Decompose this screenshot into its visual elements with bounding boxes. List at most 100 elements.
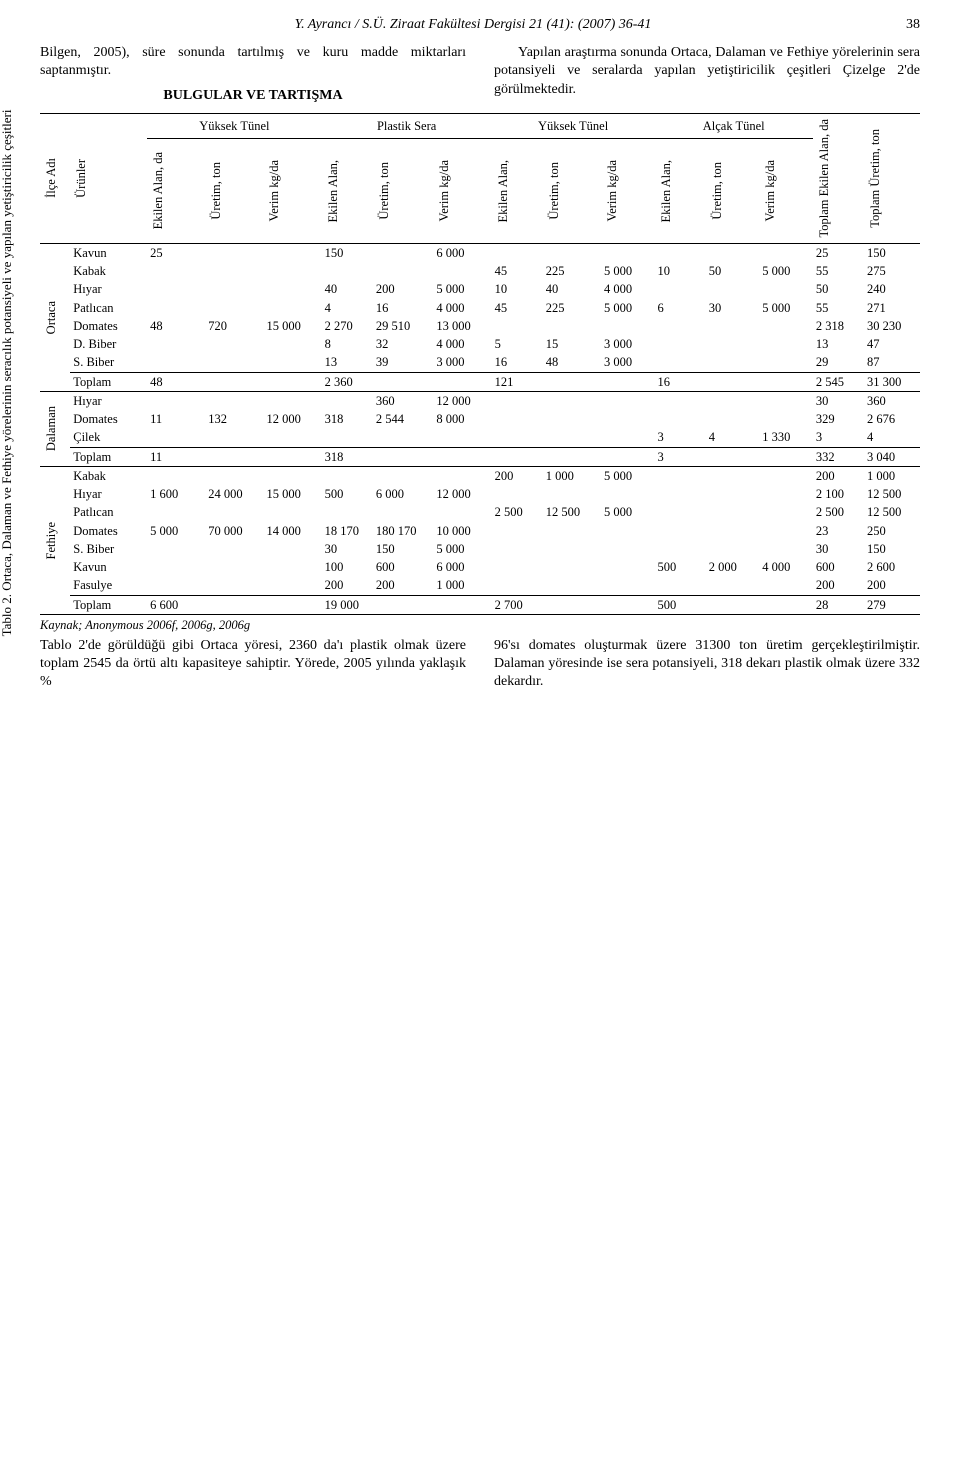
data-cell: S. Biber xyxy=(70,540,147,558)
data-cell: 279 xyxy=(864,595,920,614)
data-cell xyxy=(147,280,205,298)
page-number: 38 xyxy=(906,16,920,34)
data-cell: 23 xyxy=(813,522,864,540)
data-cell xyxy=(492,558,543,576)
data-cell xyxy=(759,503,813,521)
data-cell xyxy=(706,466,760,485)
data-cell: 18 170 xyxy=(322,522,373,540)
data-cell: 2 360 xyxy=(322,372,373,391)
table-row: Hıyar402005 00010404 00050240 xyxy=(40,280,920,298)
data-cell xyxy=(601,522,655,540)
table-row: Toplam482 360121162 54531 300 xyxy=(40,372,920,391)
data-cell xyxy=(601,243,655,262)
data-cell: 40 xyxy=(543,280,601,298)
data-cell xyxy=(263,447,321,466)
data-cell: 275 xyxy=(864,262,920,280)
table-row: Hıyar1 60024 00015 0005006 00012 0002 10… xyxy=(40,485,920,503)
data-cell: 30 xyxy=(813,540,864,558)
intro-subhead: BULGULAR VE TARTIŞMA xyxy=(40,87,466,105)
data-cell: 6 000 xyxy=(433,558,491,576)
intro-right-text: Yapılan araştırma sonunda Ortaca, Dalama… xyxy=(494,44,920,99)
data-cell xyxy=(706,595,760,614)
col-ilce: İlçe Adı xyxy=(40,113,70,243)
data-cell: 180 170 xyxy=(373,522,434,540)
table-row: Kabak452255 00010505 00055275 xyxy=(40,262,920,280)
data-cell xyxy=(601,410,655,428)
data-cell xyxy=(655,576,706,595)
data-cell: 50 xyxy=(706,262,760,280)
data-cell: 10 000 xyxy=(433,522,491,540)
data-cell: 2 000 xyxy=(706,558,760,576)
data-cell: 5 000 xyxy=(601,299,655,317)
data-cell: 150 xyxy=(864,243,920,262)
data-cell xyxy=(433,595,491,614)
table-row: DalamanHıyar36012 00030360 xyxy=(40,391,920,410)
data-cell xyxy=(263,280,321,298)
table-row: Fasulye2002001 000200200 xyxy=(40,576,920,595)
data-cell xyxy=(205,280,263,298)
data-cell xyxy=(373,372,434,391)
data-cell: 121 xyxy=(492,372,543,391)
data-cell: 150 xyxy=(322,243,373,262)
data-cell: 6 000 xyxy=(433,243,491,262)
data-cell: 3 000 xyxy=(601,335,655,353)
group-4: Alçak Tünel xyxy=(655,113,813,138)
data-cell xyxy=(492,576,543,595)
data-cell: 50 xyxy=(813,280,864,298)
data-cell: 4 000 xyxy=(759,558,813,576)
table-side-caption: Tablo 2. Ortaca, Dalaman ve Fethiye yöre… xyxy=(0,109,16,636)
table-row: Toplam1131833323 040 xyxy=(40,447,920,466)
data-cell xyxy=(706,391,760,410)
table-row: Domates1113212 0003182 5448 0003292 676 xyxy=(40,410,920,428)
data-cell xyxy=(759,522,813,540)
data-cell xyxy=(205,262,263,280)
data-cell: 48 xyxy=(543,353,601,372)
data-cell xyxy=(492,428,543,447)
data-cell: 15 xyxy=(543,335,601,353)
data-cell: 25 xyxy=(147,243,205,262)
data-cell xyxy=(373,243,434,262)
data-cell xyxy=(147,503,205,521)
bottom-left: Tablo 2'de görüldüğü gibi Ortaca yöresi,… xyxy=(40,637,466,692)
data-cell: S. Biber xyxy=(70,353,147,372)
data-cell: 24 000 xyxy=(205,485,263,503)
data-cell: 200 xyxy=(322,576,373,595)
data-cell: 5 xyxy=(492,335,543,353)
data-cell xyxy=(759,317,813,335)
intro-left: Bilgen, 2005), süre sonunda tartılmış ve… xyxy=(40,44,466,105)
data-cell xyxy=(655,466,706,485)
data-cell: 29 xyxy=(813,353,864,372)
data-cell: 1 000 xyxy=(543,466,601,485)
table-row: Çilek341 33034 xyxy=(40,428,920,447)
data-cell xyxy=(543,595,601,614)
data-cell: 12 500 xyxy=(543,503,601,521)
data-cell: 13 xyxy=(813,335,864,353)
data-cell: 87 xyxy=(864,353,920,372)
table-wrap: Tablo 2. Ortaca, Dalaman ve Fethiye yöre… xyxy=(40,113,920,633)
data-cell: 150 xyxy=(864,540,920,558)
data-cell: 5 000 xyxy=(147,522,205,540)
data-cell xyxy=(706,243,760,262)
data-cell xyxy=(759,243,813,262)
data-cell xyxy=(263,262,321,280)
data-cell: Patlıcan xyxy=(70,299,147,317)
data-cell: 2 500 xyxy=(813,503,864,521)
data-cell xyxy=(263,503,321,521)
h-c-vr: Verim kg/da xyxy=(601,138,655,243)
data-cell: 30 xyxy=(706,299,760,317)
data-cell: 40 xyxy=(322,280,373,298)
data-cell: 2 700 xyxy=(492,595,543,614)
table-row: S. Biber301505 00030150 xyxy=(40,540,920,558)
data-cell: Kavun xyxy=(70,243,147,262)
table-body: OrtacaKavun251506 00025150Kabak452255 00… xyxy=(40,243,920,614)
data-cell xyxy=(263,428,321,447)
data-cell: Çilek xyxy=(70,428,147,447)
data-cell xyxy=(433,447,491,466)
data-cell xyxy=(655,335,706,353)
data-cell xyxy=(543,558,601,576)
intro-right: Yapılan araştırma sonunda Ortaca, Dalama… xyxy=(494,44,920,105)
h-d-ur: Üretim, ton xyxy=(706,138,760,243)
data-cell: 10 xyxy=(492,280,543,298)
data-cell xyxy=(263,391,321,410)
table-row: S. Biber13393 00016483 0002987 xyxy=(40,353,920,372)
